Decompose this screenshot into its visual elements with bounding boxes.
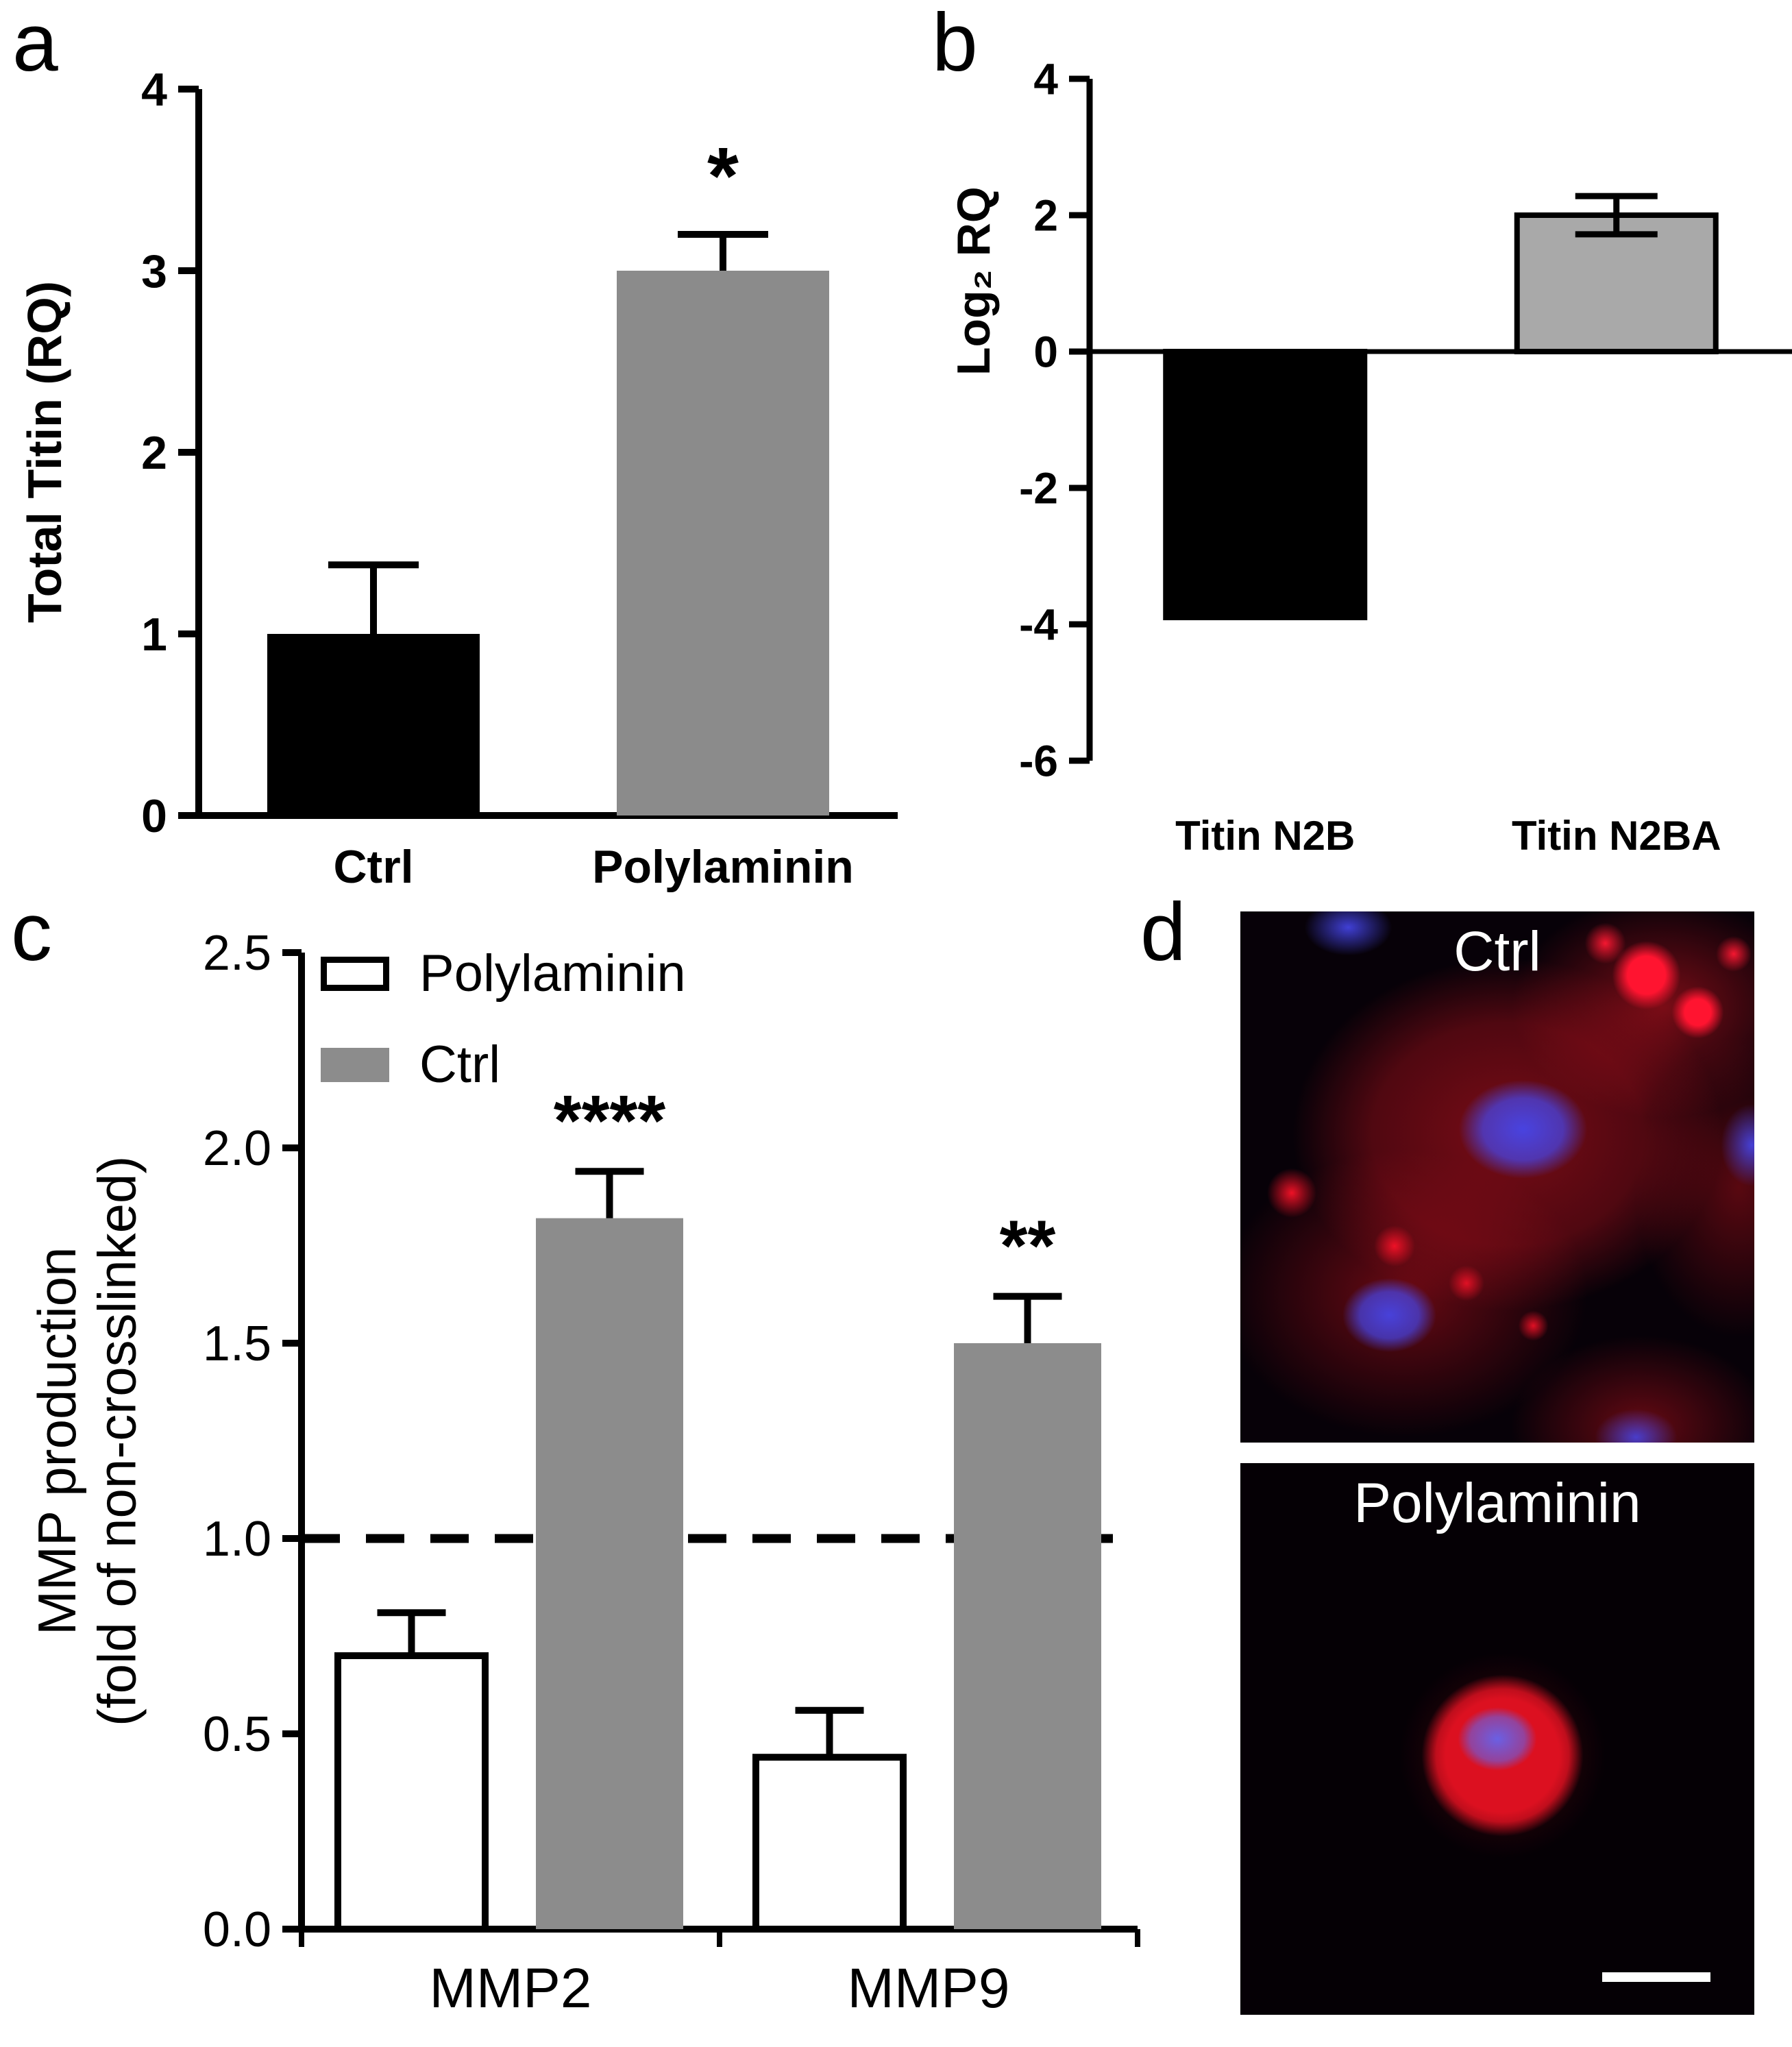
y-tick-label: -2 (1019, 463, 1058, 513)
scale-bar (1602, 1972, 1710, 1982)
micrograph-title-ctrl: Ctrl (1453, 920, 1541, 983)
y-tick-label: 1.0 (203, 1512, 271, 1567)
panel-d: d Ctrl Polylaminin (1131, 882, 1792, 2047)
y-tick-label: 0.5 (203, 1707, 271, 1762)
y-tick-label: 2.0 (203, 1121, 271, 1176)
legend-item-polylaminin: Polylaminin (321, 944, 686, 1003)
bar-ctrl-mmp2 (536, 1218, 683, 1929)
x-category-label: MMP9 (848, 1957, 1010, 2020)
bar-Ctrl (267, 634, 480, 816)
y-tick-label: 2 (1033, 191, 1058, 240)
significance-marker: * (707, 131, 739, 221)
ctrl-micrograph: Ctrl (1240, 911, 1754, 1443)
legend-label-polylaminin: Polylaminin (419, 944, 686, 1003)
x-category-label: Titin N2B (1175, 813, 1355, 859)
polylaminin-swatch (321, 956, 389, 991)
y-tick-label: 4 (1033, 54, 1058, 103)
x-category-label: Titin N2BA (1512, 813, 1721, 859)
panel-b: b Log₂ RQ 4 2 0 -2 -4 -6 Titin N2B Titin N2BA (911, 0, 1792, 884)
panel-letter-a: a (12, 0, 58, 88)
bar-polylaminin-mmp9 (752, 1754, 907, 1933)
ctrl-swatch (321, 1047, 389, 1082)
bar-ctrl-mmp9 (954, 1343, 1101, 1929)
bar-Titin N2B (1163, 349, 1368, 621)
y-tick-label: 4 (141, 64, 167, 116)
y-tick-label: 2 (141, 427, 167, 479)
x-category-label: Ctrl (333, 841, 413, 893)
legend-item-ctrl: Ctrl (321, 1035, 686, 1094)
y-tick-label: 0 (141, 790, 167, 842)
y-tick-label: -4 (1019, 600, 1058, 649)
bar-polylaminin-mmp2 (334, 1652, 489, 1933)
legend-label-ctrl: Ctrl (419, 1035, 501, 1094)
y-tick-label: 1.5 (203, 1316, 271, 1371)
panel-letter-d: d (1140, 886, 1186, 978)
total-titin-chart: 0 1 2 3 4 Ctrl Polylaminin * (141, 64, 898, 893)
y-tick-label: 3 (141, 245, 167, 297)
panel-a: a Total Titin (RQ) 0 1 2 3 4 Ctrl Polylaminin * (0, 0, 911, 893)
panel-letter-b: b (932, 0, 978, 88)
y-tick-label: 2.5 (203, 926, 271, 981)
panel-letter-c: c (11, 886, 52, 978)
y-tick-label: 0 (1033, 327, 1058, 376)
log2-rq-chart: 4 2 0 -2 -4 -6 Titin N2B Titin N2BA (1019, 54, 1792, 859)
significance-marker: **** (554, 1081, 666, 1161)
y-tick-label: 0.0 (203, 1902, 271, 1957)
bar-Polylaminin (617, 271, 829, 816)
y-tick-label: 1 (141, 609, 167, 661)
panel-c: c MMP production (fold of non-crosslinke… (0, 882, 1165, 2047)
polylaminin-micrograph: Polylaminin (1240, 1463, 1754, 2015)
y-tick-label: -6 (1019, 736, 1058, 785)
legend: Polylaminin Ctrl (321, 944, 686, 1094)
micrograph-title-polylaminin: Polylaminin (1353, 1472, 1641, 1534)
x-category-label: MMP2 (430, 1957, 592, 2020)
x-category-label: Polylaminin (592, 841, 854, 893)
significance-marker: ** (1000, 1206, 1056, 1286)
